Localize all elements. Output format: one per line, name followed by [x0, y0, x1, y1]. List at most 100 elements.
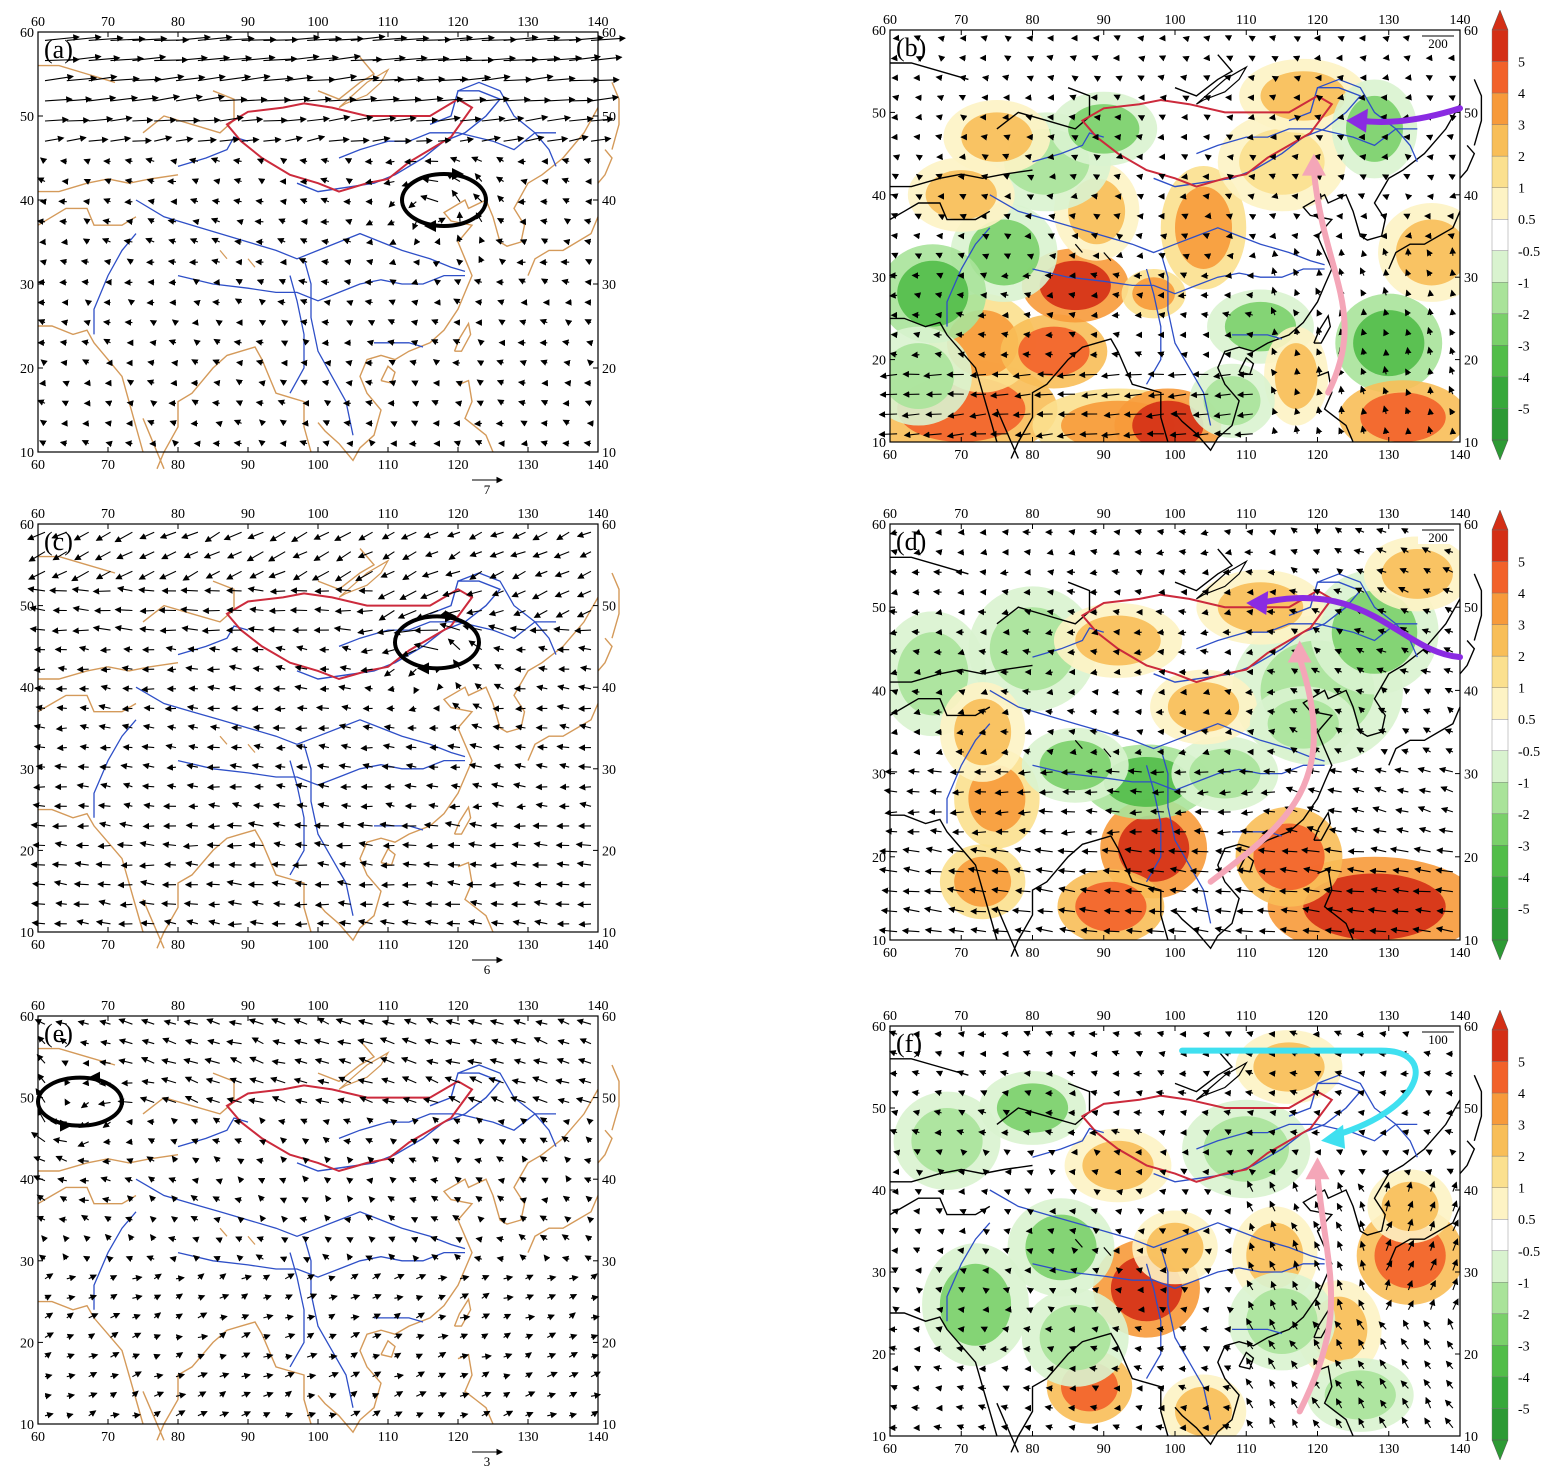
wind-vector: [321, 238, 329, 246]
colorbar-label: -5: [1518, 402, 1530, 417]
divergence-core: [1346, 95, 1403, 162]
colorbar-label: -2: [1518, 808, 1530, 823]
wind-vector: [473, 420, 482, 427]
wind-vector: [88, 55, 121, 62]
wind-vector: [279, 379, 288, 386]
wind-vector: [1088, 1030, 1098, 1038]
wind-vector: [452, 339, 461, 346]
wind-vector: [387, 339, 395, 346]
wind-vector: [473, 193, 483, 203]
wind-vector: [1360, 308, 1368, 316]
wind-vector: [213, 178, 221, 185]
wind-vector: [1204, 1209, 1213, 1216]
wind-vector: [878, 411, 898, 418]
wind-vector: [1173, 768, 1187, 776]
colorbar-top-triangle: [1491, 9, 1509, 31]
colorbar-label: -3: [1518, 339, 1530, 354]
x-tick-label: 70: [101, 938, 115, 953]
wind-vector: [60, 359, 68, 367]
colorbar-bottom-triangle: [1491, 939, 1509, 961]
wind-vector: [1382, 74, 1390, 81]
wind-vector: [83, 178, 91, 185]
wind-vector: [539, 318, 548, 326]
wind-vector: [1347, 848, 1365, 855]
wind-vector: [1313, 54, 1321, 62]
wind-vector: [1022, 1384, 1031, 1392]
wind-vector: [255, 198, 264, 205]
wind-vector: [232, 157, 242, 165]
wind-vector: [520, 178, 528, 186]
coastline: [597, 149, 613, 184]
wind-vector: [1133, 1109, 1142, 1117]
y-tick-label-right: 10: [602, 1418, 616, 1433]
wind-vector: [102, 319, 111, 326]
wind-vector: [1202, 193, 1210, 200]
wind-vector: [110, 135, 132, 143]
wind-vector: [275, 744, 286, 752]
wind-vector: [1337, 113, 1345, 121]
x-tick-label: 90: [1097, 448, 1111, 463]
x-tick-label: 120: [448, 458, 469, 473]
wind-vector: [438, 96, 464, 103]
wind-vector: [1002, 113, 1009, 121]
wind-vector: [578, 763, 592, 771]
colorbar-swatch: [1491, 1219, 1509, 1251]
panel-b: 6060707080809090100100110110120120130130…: [872, 9, 1540, 463]
wind-vector: [1157, 1385, 1165, 1392]
wind-vector: [1038, 789, 1053, 796]
wind-vector: [1268, 1089, 1276, 1097]
wind-vector: [518, 278, 526, 285]
wind-vector: [503, 135, 525, 143]
wind-vector: [1226, 1169, 1235, 1176]
wind-vector: [394, 115, 417, 122]
wind-vector: [891, 113, 899, 121]
divergence-core: [1075, 881, 1147, 932]
wind-vector: [1070, 192, 1078, 200]
wind-vector: [189, 197, 199, 205]
wind-vector: [561, 278, 570, 286]
wind-vector: [503, 96, 531, 104]
wind-vector: [372, 115, 397, 122]
divergence-core: [996, 1083, 1069, 1133]
wind-vector: [1159, 233, 1168, 240]
wind-vector: [226, 822, 242, 829]
wind-vector: [1068, 252, 1076, 260]
wind-vector: [1138, 55, 1146, 62]
y-tick-label-right: 20: [1464, 354, 1478, 369]
wind-vector: [540, 400, 549, 406]
wind-vector: [192, 218, 200, 226]
x-tick-label: 130: [1378, 946, 1399, 961]
x-tick-label-top: 90: [241, 507, 255, 522]
wind-vector: [285, 135, 303, 142]
y-tick-label-right: 30: [602, 278, 616, 293]
colorbar-top-triangle: [1491, 1009, 1509, 1031]
wind-vector: [497, 399, 505, 406]
colorbar-swatch: [1491, 782, 1509, 815]
colorbar-swatch: [1491, 29, 1509, 62]
x-tick-label: 90: [241, 1430, 255, 1445]
wind-vector: [410, 339, 419, 347]
y-tick-label: 30: [20, 1255, 34, 1270]
wind-vector: [320, 157, 330, 165]
wind-vector: [1426, 154, 1434, 161]
wind-vector: [285, 34, 321, 42]
wind-vector: [1245, 688, 1253, 696]
y-tick-label-right: 60: [602, 1010, 616, 1025]
wind-vector: [390, 421, 398, 428]
wind-vector: [44, 135, 65, 143]
wind-vector: [525, 96, 551, 104]
wind-vector: [476, 360, 485, 367]
wind-vector: [935, 688, 943, 696]
coastline: [38, 64, 116, 84]
divergence-core: [1039, 740, 1111, 791]
colorbar-swatch: [1491, 61, 1509, 94]
wind-vector: [1182, 35, 1190, 43]
wind-vector: [562, 419, 570, 426]
wind-vector: [1191, 848, 1209, 855]
wind-vector: [436, 683, 444, 691]
wind-vector: [459, 136, 475, 144]
x-tick-label-top: 80: [171, 999, 185, 1014]
wind-vector: [913, 668, 921, 676]
y-tick-label: 40: [20, 1173, 34, 1188]
wind-vector: [1200, 1325, 1209, 1333]
